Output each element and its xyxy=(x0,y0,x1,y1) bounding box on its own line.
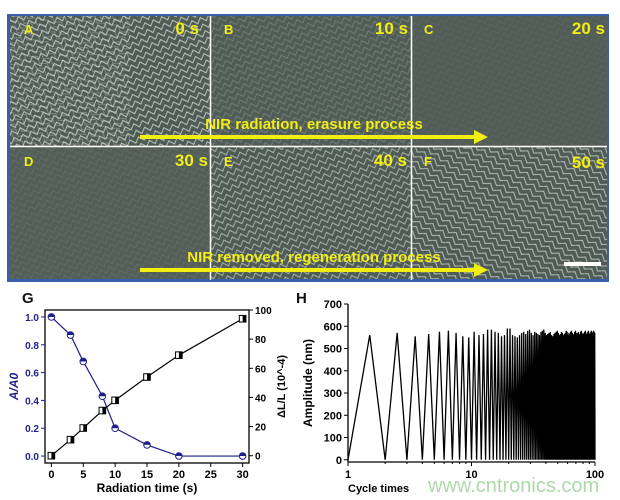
y2-tick-label: 20 xyxy=(255,423,267,434)
data-point-fill xyxy=(51,452,55,460)
data-point-fill xyxy=(143,441,151,445)
amplitude-series xyxy=(347,328,596,460)
watermark: www.cntronics.com xyxy=(428,475,600,497)
panel-time-d: 30 s xyxy=(174,151,208,170)
scale-bar xyxy=(564,262,601,266)
y-tick-label: 300 xyxy=(324,388,342,400)
y2-tick-label: 100 xyxy=(255,306,272,317)
x-tick-label: 5 xyxy=(80,469,86,481)
panel-time-c: 20 s xyxy=(571,19,605,38)
y2-tick-label: 0 xyxy=(255,452,261,463)
y2-tick-label: 60 xyxy=(255,364,267,375)
panel-time-e: 40 s xyxy=(373,151,407,170)
y-tick-label: 100 xyxy=(324,433,342,445)
panel-time-f: 50 s xyxy=(571,153,605,172)
panel-images xyxy=(10,16,607,280)
data-point-fill xyxy=(175,452,183,457)
chart-h: 0 100 200 300 400 500 600 700 1 10 100 Cycle times A… xyxy=(301,299,604,495)
arrow-erasure xyxy=(140,130,488,144)
y-tick-label: 700 xyxy=(324,299,342,311)
x-tick-label: 15 xyxy=(141,469,153,481)
y-axis-label: A/A0 xyxy=(7,373,21,402)
regeneration-caption: NIR removed, regeneration process xyxy=(187,249,441,266)
x-tick-label: 30 xyxy=(237,469,249,481)
y2-axis-label: ΔL/L (10^-4) xyxy=(276,355,288,418)
y-tick-label: 500 xyxy=(324,344,342,356)
y-tick-label: 0 xyxy=(336,455,342,467)
data-point-fill xyxy=(147,373,151,381)
data-point-fill xyxy=(70,436,74,443)
data-point-fill xyxy=(48,313,55,317)
y-tick-label: 400 xyxy=(324,366,342,378)
panel-h-label: H xyxy=(296,290,307,307)
data-point-fill xyxy=(239,452,246,457)
x-tick-label: 100 xyxy=(586,469,604,481)
y-tick-label: 0.8 xyxy=(25,341,39,352)
panel-label-f: F xyxy=(424,154,432,169)
x-axis-label: Cycle times xyxy=(348,483,409,495)
data-point-fill xyxy=(99,392,106,397)
x-tick-label: 10 xyxy=(465,469,477,481)
data-point-fill xyxy=(79,358,87,362)
y-tick-label: 600 xyxy=(324,321,342,333)
panel-label-c: C xyxy=(424,22,434,37)
y-tick-label: 1.0 xyxy=(25,313,39,324)
data-point-fill xyxy=(242,315,246,323)
panel-label-b: B xyxy=(224,22,234,37)
y-tick-label: 0.4 xyxy=(25,396,39,407)
series-line-1 xyxy=(50,318,243,457)
panel-label-d: D xyxy=(24,154,34,169)
panel-g-label: G xyxy=(22,290,34,307)
data-point-fill xyxy=(83,424,87,432)
arrow-regeneration xyxy=(140,263,488,277)
data-point-fill xyxy=(115,397,119,404)
x-tick-label: 20 xyxy=(173,469,185,481)
micrograph-figure xyxy=(7,14,609,282)
x-tick-label: 10 xyxy=(109,469,121,481)
y-tick-label: 200 xyxy=(324,410,342,422)
y2-tick-label: 80 xyxy=(255,335,267,346)
panel-label-a: A xyxy=(24,22,34,37)
data-point-fill xyxy=(102,407,106,414)
x-tick-label: 1 xyxy=(345,469,351,481)
erasure-caption: NIR radiation, erasure process xyxy=(205,116,423,133)
y-tick-label: 0.2 xyxy=(25,424,39,435)
chart-g: 0 5 10 15 20 25 30 0.0 0.2 0.4 0.6 0.8 1.0 0 20 40 60 80 1… xyxy=(7,306,288,495)
data-point-fill xyxy=(111,424,119,429)
x-tick-label: 25 xyxy=(205,469,217,481)
data-point-fill xyxy=(67,331,74,336)
panel-time-a: 0 s xyxy=(175,19,199,38)
panel-label-e: E xyxy=(224,154,233,169)
data-point-fill xyxy=(178,351,183,359)
series-line-0 xyxy=(50,316,243,457)
x-axis-label: Radiation time (s) xyxy=(97,481,198,495)
y-tick-label: 0.6 xyxy=(25,369,39,380)
y-axis-label: Amplitude (nm) xyxy=(301,339,315,427)
x-tick-label: 0 xyxy=(48,469,54,481)
y-tick-label: 0.0 xyxy=(25,452,39,463)
y2-tick-label: 40 xyxy=(255,393,267,404)
panel-time-b: 10 s xyxy=(374,19,408,38)
